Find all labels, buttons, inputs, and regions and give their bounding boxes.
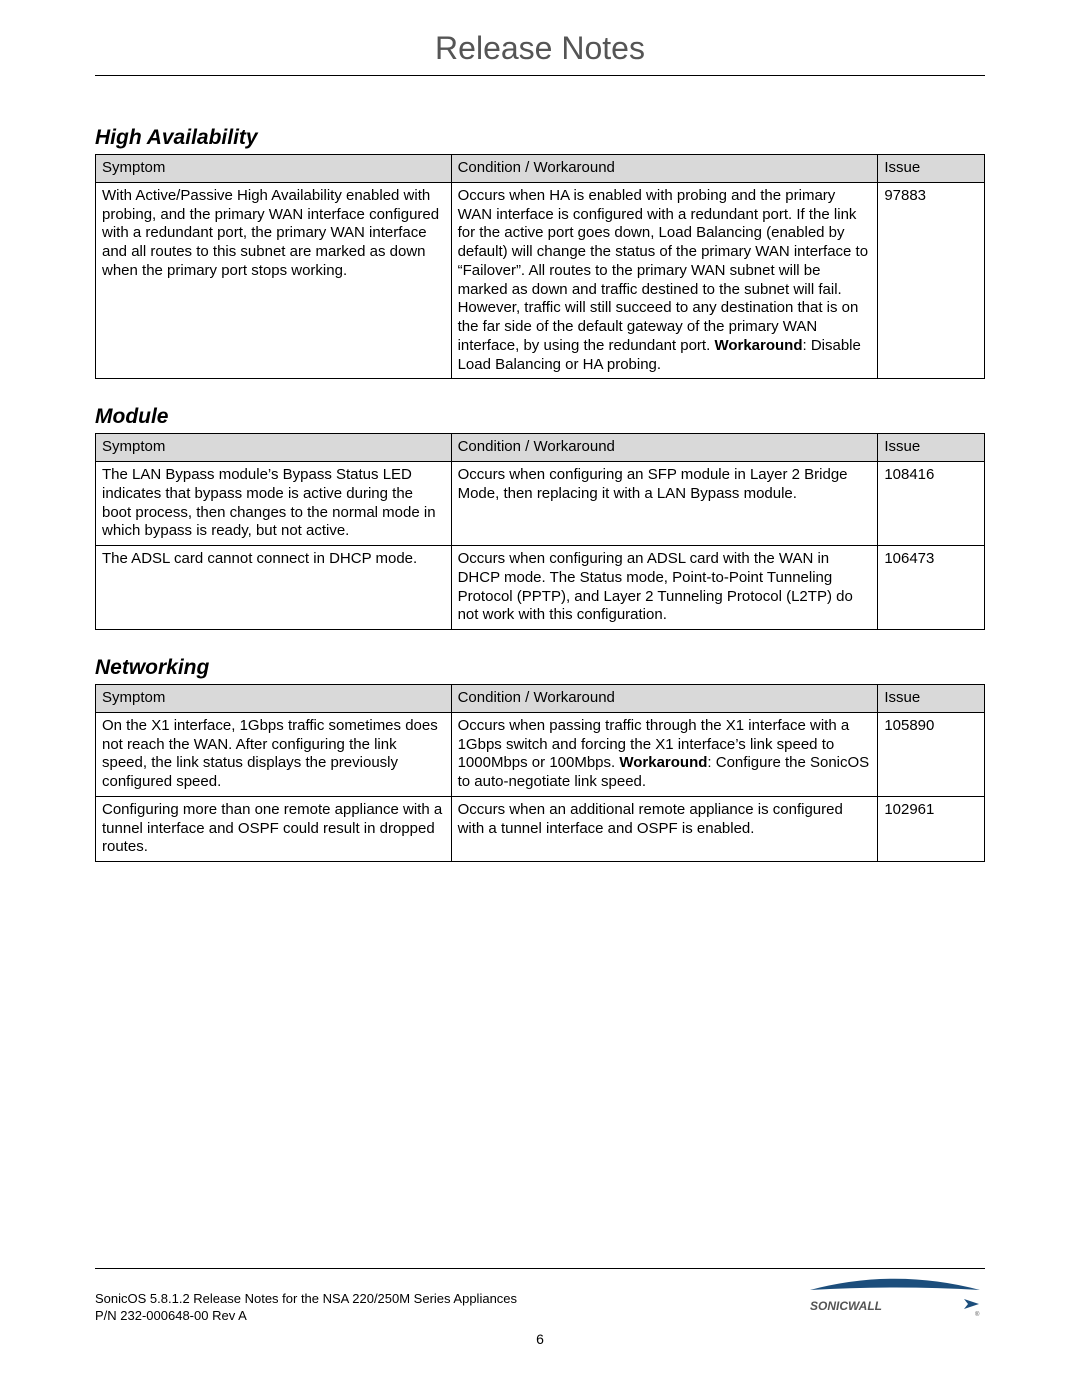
issue-table: SymptomCondition / WorkaroundIssueOn the…: [95, 684, 985, 862]
header-rule: [95, 75, 985, 76]
symptom-cell: The LAN Bypass module’s Bypass Status LE…: [96, 462, 452, 546]
issue-cell: 105890: [878, 712, 985, 796]
table-row: On the X1 interface, 1Gbps traffic somet…: [96, 712, 985, 796]
footer-line2: P/N 232-000648-00 Rev A: [95, 1308, 517, 1325]
issue-table: SymptomCondition / WorkaroundIssueThe LA…: [95, 433, 985, 630]
table-row: The LAN Bypass module’s Bypass Status LE…: [96, 462, 985, 546]
condition-cell: Occurs when passing traffic through the …: [451, 712, 878, 796]
table-column-header: Symptom: [96, 155, 452, 183]
page-footer: SonicOS 5.8.1.2 Release Notes for the NS…: [95, 1268, 985, 1347]
table-header-row: SymptomCondition / WorkaroundIssue: [96, 155, 985, 183]
section-heading: High Availability: [95, 126, 985, 150]
section-heading: Networking: [95, 656, 985, 680]
symptom-cell: On the X1 interface, 1Gbps traffic somet…: [96, 712, 452, 796]
symptom-cell: Configuring more than one remote applian…: [96, 796, 452, 861]
section-heading: Module: [95, 405, 985, 429]
table-header-row: SymptomCondition / WorkaroundIssue: [96, 685, 985, 713]
page-title: Release Notes: [95, 30, 985, 67]
footer-rule: [95, 1268, 985, 1269]
table-row: The ADSL card cannot connect in DHCP mod…: [96, 546, 985, 630]
table-column-header: Condition / Workaround: [451, 155, 878, 183]
table-header-row: SymptomCondition / WorkaroundIssue: [96, 434, 985, 462]
issue-cell: 102961: [878, 796, 985, 861]
table-column-header: Symptom: [96, 434, 452, 462]
table-row: With Active/Passive High Availability en…: [96, 182, 985, 379]
footer-logo: SONICWALL ®: [805, 1275, 985, 1325]
footer-line1: SonicOS 5.8.1.2 Release Notes for the NS…: [95, 1291, 517, 1308]
page-number: 6: [95, 1331, 985, 1347]
condition-cell: Occurs when an additional remote applian…: [451, 796, 878, 861]
issue-cell: 108416: [878, 462, 985, 546]
symptom-cell: The ADSL card cannot connect in DHCP mod…: [96, 546, 452, 630]
table-column-header: Condition / Workaround: [451, 434, 878, 462]
table-row: Configuring more than one remote applian…: [96, 796, 985, 861]
page: Release Notes High AvailabilitySymptomCo…: [0, 0, 1080, 1397]
condition-cell: Occurs when HA is enabled with probing a…: [451, 182, 878, 379]
table-column-header: Issue: [878, 155, 985, 183]
sonicwall-logo-icon: SONICWALL ®: [805, 1275, 985, 1320]
table-column-header: Issue: [878, 685, 985, 713]
logo-text: SONICWALL: [810, 1299, 882, 1313]
issue-cell: 106473: [878, 546, 985, 630]
table-column-header: Condition / Workaround: [451, 685, 878, 713]
table-column-header: Symptom: [96, 685, 452, 713]
footer-text: SonicOS 5.8.1.2 Release Notes for the NS…: [95, 1291, 517, 1325]
table-column-header: Issue: [878, 434, 985, 462]
condition-cell: Occurs when configuring an SFP module in…: [451, 462, 878, 546]
svg-text:®: ®: [975, 1311, 980, 1318]
footer-row: SonicOS 5.8.1.2 Release Notes for the NS…: [95, 1275, 985, 1325]
sections-container: High AvailabilitySymptomCondition / Work…: [95, 126, 985, 862]
condition-cell: Occurs when configuring an ADSL card wit…: [451, 546, 878, 630]
issue-table: SymptomCondition / WorkaroundIssueWith A…: [95, 154, 985, 379]
symptom-cell: With Active/Passive High Availability en…: [96, 182, 452, 379]
issue-cell: 97883: [878, 182, 985, 379]
